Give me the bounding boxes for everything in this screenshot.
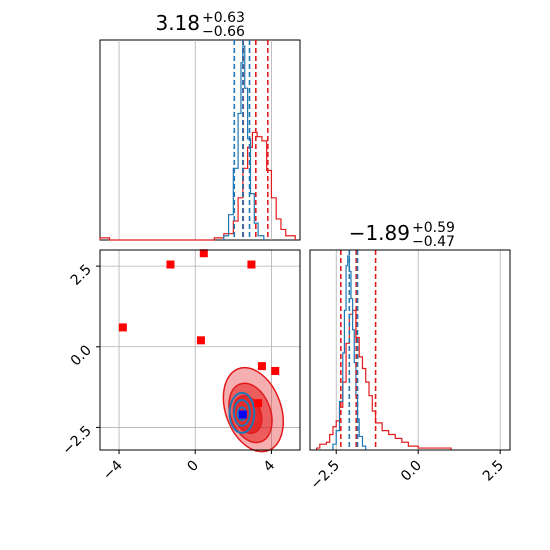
red-square-marker [118, 323, 127, 332]
scatter-y-tick-label: 0.0 [68, 342, 95, 369]
top-histogram-title-value: 3.18 [155, 11, 200, 35]
red-square-marker [254, 399, 263, 408]
scatter-frame [99, 249, 301, 451]
top-histogram-title-minus: −0.66 [202, 24, 245, 40]
top-histogram-title-plus: +0.63 [202, 10, 245, 26]
red-square-marker [247, 260, 256, 269]
top-histogram-series-red [99, 131, 296, 241]
top-histogram-panel: 3.18 +0.63 −0.66 [99, 10, 301, 241]
right-histogram-frame [309, 249, 511, 451]
right-histogram-x-tick-label: 2.5 [480, 458, 507, 485]
right-histogram-x-tick-label: −2.5 [308, 458, 343, 493]
right-histogram-title-minus: −0.47 [412, 234, 455, 250]
scatter-x-tick-label: −4 [100, 457, 126, 483]
red-square-marker [271, 366, 280, 375]
red-square-marker [166, 260, 175, 269]
red-square-marker [196, 336, 205, 345]
blue-density-contour [232, 399, 251, 427]
right-histogram-panel: −2.5 0.0 2.5 −1.89 +0.59 −0.47 [308, 220, 511, 493]
blue-square-marker [238, 410, 247, 419]
top-histogram-series-blue [223, 45, 265, 240]
scatter-y-tick-label: 2.5 [68, 262, 95, 289]
right-histogram-series-blue [332, 255, 367, 450]
right-histogram-x-tick-label: 0.0 [398, 458, 425, 485]
scatter-x-tick-label: 0 [184, 458, 202, 476]
blue-density-contour [228, 391, 256, 434]
right-histogram-series-red [315, 309, 452, 450]
right-histogram-title-plus: +0.59 [412, 220, 455, 236]
scatter-panel: −4 0 4 −2.5 0.0 2.5 [59, 249, 301, 483]
scatter-y-tick-label: −2.5 [59, 423, 94, 458]
red-square-marker [257, 362, 266, 371]
scatter-x-tick-label: 4 [261, 457, 279, 475]
red-square-marker [199, 249, 208, 258]
right-histogram-title-value: −1.89 [349, 221, 410, 245]
top-histogram-frame [99, 39, 301, 241]
